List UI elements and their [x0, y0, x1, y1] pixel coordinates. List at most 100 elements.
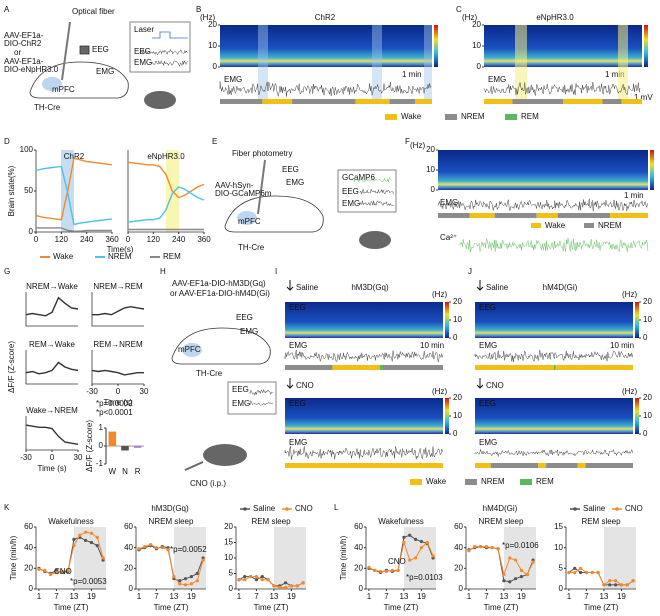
panel-label: L [334, 503, 339, 512]
panel-label: D [4, 137, 10, 146]
series-line [127, 161, 205, 199]
label: 1 mV [634, 93, 653, 102]
label: DIO-ChR2 [4, 39, 42, 48]
point [66, 568, 70, 573]
series-line [25, 424, 79, 445]
point [283, 581, 288, 585]
x-tick-label: 1 [367, 592, 372, 601]
state-segment [484, 99, 513, 104]
label: EMG [134, 58, 152, 67]
label: EEG [232, 385, 249, 394]
point [378, 569, 383, 574]
state-segment [438, 213, 470, 218]
panel-label: H [160, 267, 166, 276]
panel-title: hM4D(Gi) [483, 504, 518, 513]
point [519, 575, 524, 579]
point [531, 560, 535, 564]
x-tick-label: 7 [384, 592, 389, 601]
spectrogram [285, 398, 443, 434]
point [260, 578, 264, 582]
axis [25, 350, 78, 385]
legend-label: Saline [583, 504, 606, 513]
spectrogram [484, 25, 642, 67]
inset [129, 21, 191, 73]
label: Saline [296, 283, 319, 292]
point [60, 569, 64, 574]
spec-tick-label: 0 [477, 62, 482, 71]
arrow [286, 280, 294, 291]
point [567, 570, 571, 575]
point [260, 575, 264, 579]
point [148, 542, 153, 547]
x-tick-label: 7 [254, 592, 259, 601]
legend-marker [573, 507, 577, 511]
point [89, 531, 94, 535]
x-tick-label: 0 [126, 235, 131, 244]
inset [227, 381, 277, 415]
y-tick-label: 15 [224, 538, 233, 547]
point [578, 570, 583, 575]
y-tick-label: 0 [29, 227, 34, 236]
x-axis-label: Time (s) [103, 398, 132, 407]
x-tick-label: 1 [137, 592, 142, 601]
label: EEG [92, 45, 109, 54]
spec-tick-label: 0 [213, 62, 218, 71]
annotation: *p=0.0052 [170, 545, 207, 554]
series-line [25, 296, 79, 317]
point [413, 556, 418, 560]
legend-label: NREM [461, 112, 485, 121]
label: 10 min [420, 341, 444, 350]
connector [79, 45, 90, 55]
legend-swatch [465, 479, 477, 485]
mouse [359, 231, 391, 249]
point [613, 583, 618, 587]
x-tick-label: 13 [169, 592, 178, 601]
point [195, 579, 199, 583]
y-axis-label: Brain state(%) [7, 165, 16, 216]
chart-title: NREM→REM [93, 282, 143, 291]
label: TH-Cre [196, 369, 223, 378]
point [473, 545, 477, 549]
state-segment [379, 365, 383, 370]
state-segment [285, 463, 443, 468]
legend-label: Wake [401, 112, 422, 121]
label: (Hz) [622, 387, 637, 396]
x-axis-label: Time (ZT) [254, 603, 289, 612]
series-line [127, 186, 205, 223]
x-tick-label: 13 [269, 592, 278, 601]
point [72, 537, 76, 542]
y-tick-label: 5 [229, 569, 234, 578]
chart-title: REM→NREM [93, 340, 143, 349]
laser-period [515, 25, 527, 100]
x-tick-label: 1 [237, 592, 242, 601]
annotation: *p=0.0053 [70, 577, 107, 586]
y-tick-label: 40 [24, 543, 33, 552]
trace [249, 388, 274, 396]
state-segment [538, 463, 547, 468]
x-axis-label: Time (ZT) [154, 603, 189, 612]
label: EMG [240, 327, 258, 336]
point [154, 546, 159, 550]
axis [91, 292, 144, 327]
state-segment [389, 99, 416, 104]
label: 1 min [402, 70, 422, 79]
label: DIO-GCaMP6m [215, 189, 272, 198]
x-tick-label: 0 [50, 453, 55, 462]
label: or [14, 48, 21, 57]
x-tick-label: 360 [197, 235, 211, 244]
x-tick-label: 1 [37, 592, 42, 601]
point [584, 570, 589, 575]
state-segment [220, 99, 263, 104]
inset [337, 169, 397, 213]
point [243, 575, 247, 579]
dark-phase [603, 527, 636, 589]
panel-label: C [456, 5, 462, 14]
laser-period [424, 25, 432, 100]
panel-label: G [4, 267, 10, 276]
y-tick-label: 20 [454, 563, 463, 572]
mpfc [42, 77, 62, 91]
label: EEG [479, 303, 496, 312]
y-tick-label: 15 [554, 522, 563, 531]
y-tick-label: 50 [24, 186, 33, 195]
panel-label: I [275, 267, 277, 276]
